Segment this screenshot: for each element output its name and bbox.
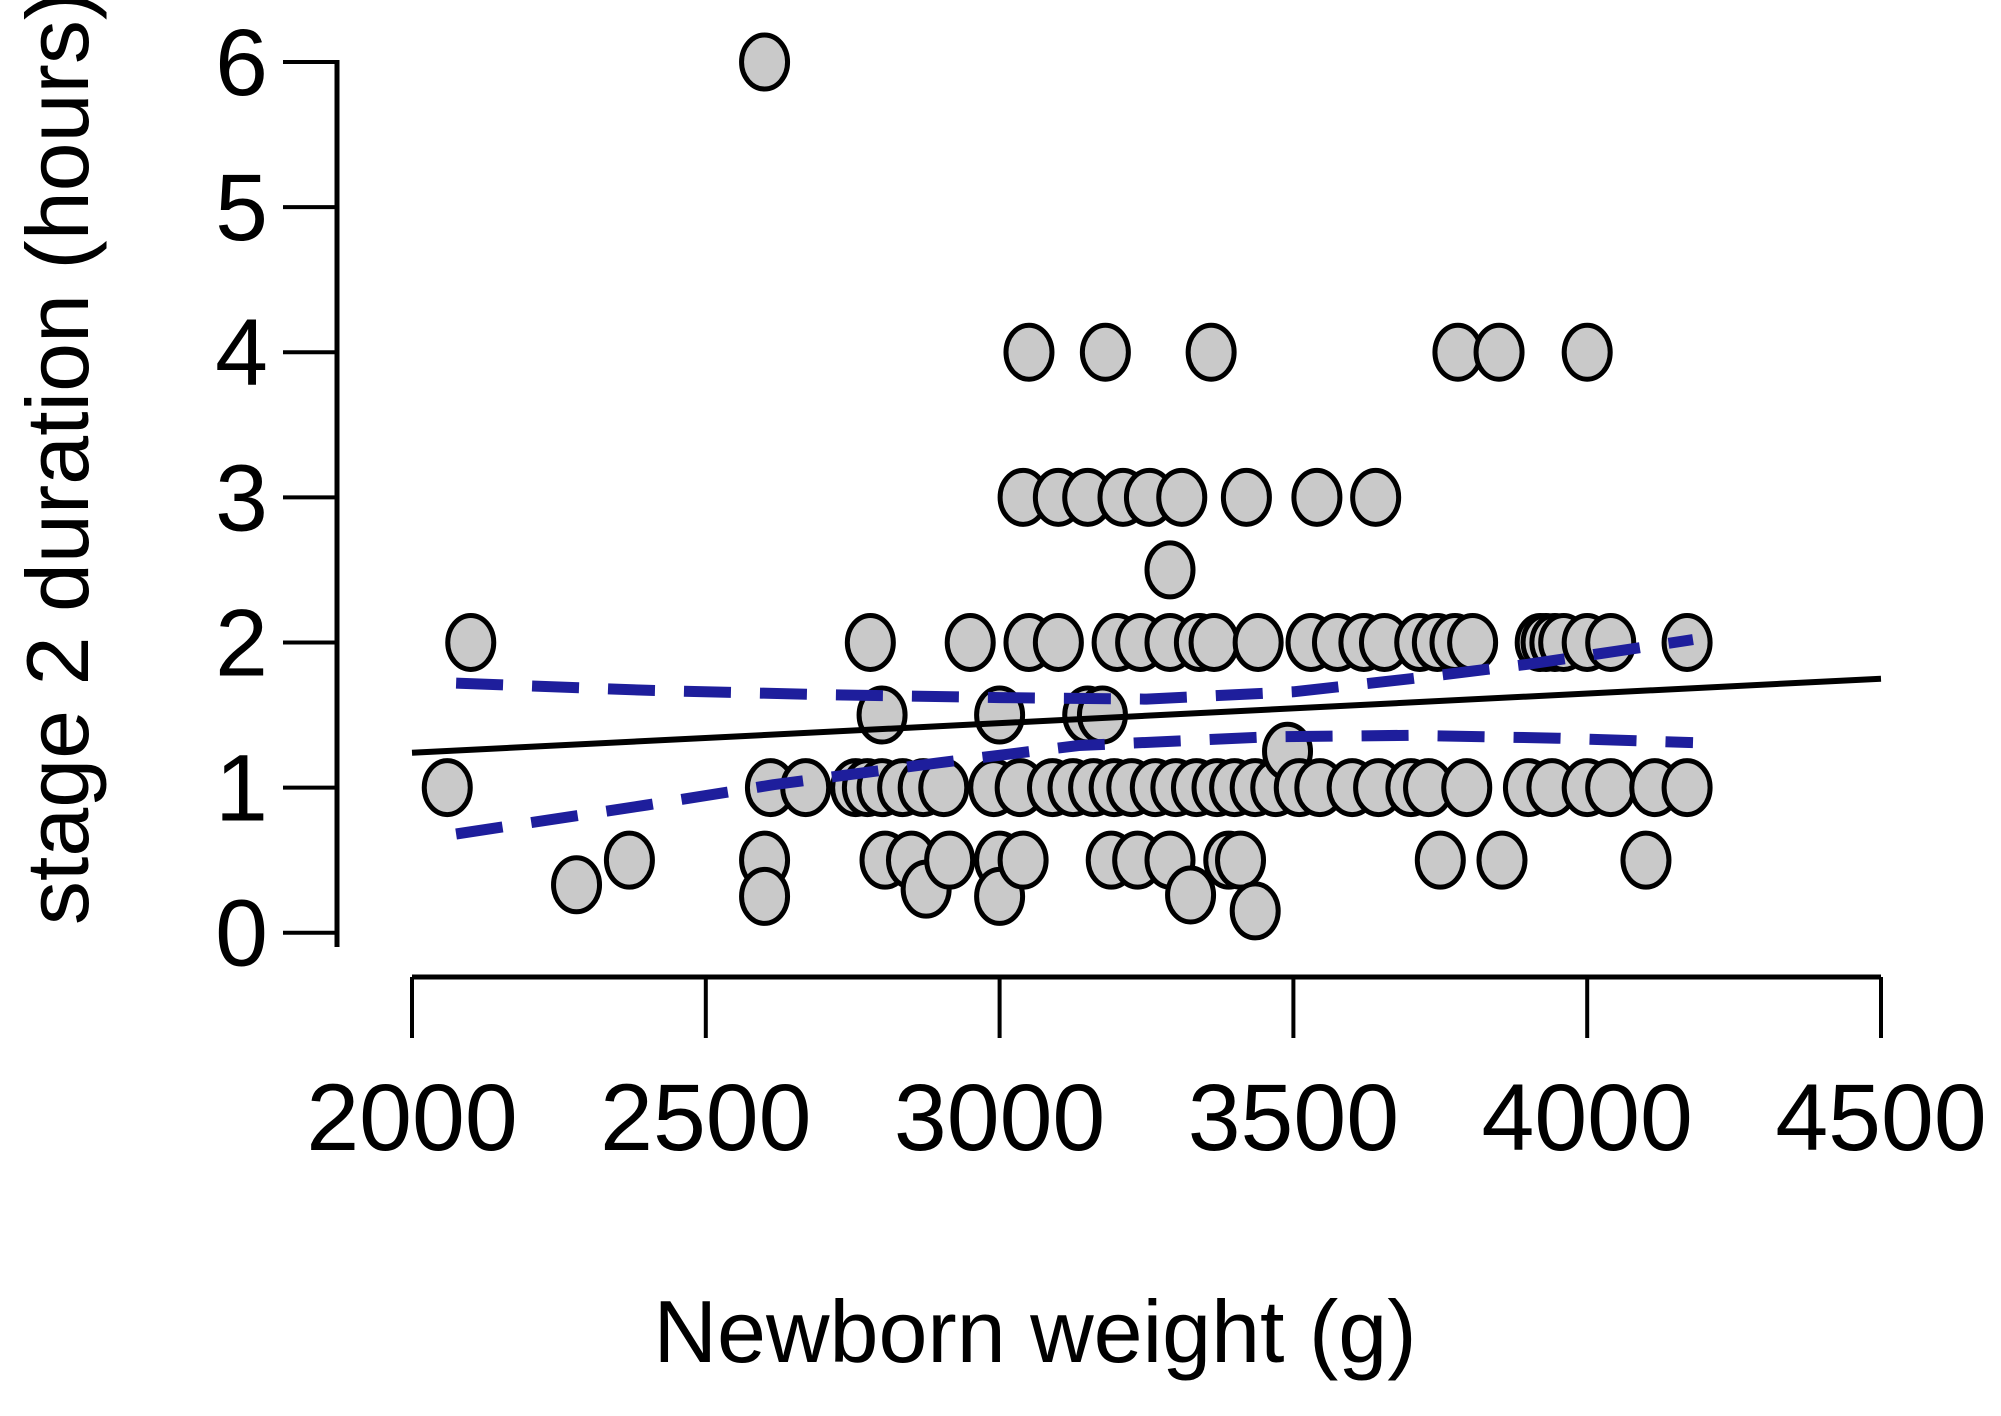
data-point — [603, 830, 655, 890]
data-point — [1003, 322, 1055, 382]
data-point — [1291, 467, 1343, 527]
data-point — [1188, 612, 1240, 672]
x-tick-label: 4500 — [1775, 1065, 1986, 1171]
y-tick-label: 5 — [215, 155, 268, 261]
x-axis-title: Newborn weight (g) — [654, 1282, 1417, 1381]
data-point — [1350, 467, 1402, 527]
x-tick-label: 4000 — [1482, 1065, 1693, 1171]
x-tick-label: 2000 — [306, 1065, 517, 1171]
upper-confidence-band — [455, 634, 1694, 705]
data-point — [1229, 881, 1281, 941]
data-point — [1215, 830, 1267, 890]
data-point — [1441, 758, 1493, 818]
axes — [283, 59, 1883, 1038]
tick-labels: 0 1 2 3 4 5 6 2000 2500 3000 3500 4000 4500 — [215, 10, 1987, 1171]
data-point — [1144, 540, 1196, 600]
data-point — [997, 830, 1049, 890]
data-point — [1447, 612, 1499, 672]
data-point — [944, 612, 996, 672]
y-axis-title: stage 2 duration (hours) — [8, 0, 107, 925]
x-tick-label: 3500 — [1188, 1065, 1399, 1171]
data-point — [1156, 467, 1208, 527]
x-tick-label: 3000 — [894, 1065, 1105, 1171]
y-tick-label: 4 — [215, 300, 268, 406]
data-point — [421, 758, 473, 818]
data-point — [551, 855, 603, 915]
data-point — [1620, 830, 1672, 890]
fit-and-ci-lines — [411, 634, 1882, 840]
y-tick-label: 1 — [215, 736, 268, 842]
data-point — [1414, 830, 1466, 890]
data-point — [1585, 758, 1637, 818]
data-point — [1585, 612, 1637, 672]
data-point — [1185, 322, 1237, 382]
data-point — [1476, 830, 1528, 890]
data-point — [1032, 612, 1084, 672]
lower-confidence-band — [455, 729, 1694, 840]
data-point — [739, 866, 791, 926]
data-point — [1165, 865, 1217, 925]
data-point — [1661, 758, 1713, 818]
data-point — [1473, 322, 1525, 382]
data-points — [421, 32, 1713, 941]
data-point — [844, 612, 896, 672]
y-tick-label: 3 — [215, 445, 268, 551]
data-point — [1232, 612, 1284, 672]
data-point — [924, 830, 976, 890]
y-tick-label: 0 — [215, 881, 268, 987]
data-point — [1561, 322, 1613, 382]
x-tick-label: 2500 — [600, 1065, 811, 1171]
data-point — [1079, 322, 1131, 382]
regression-line — [411, 675, 1882, 756]
data-point — [445, 612, 497, 672]
data-point — [1220, 467, 1272, 527]
data-point — [739, 32, 791, 92]
y-tick-label: 2 — [215, 590, 268, 696]
y-tick-label: 6 — [215, 10, 268, 116]
